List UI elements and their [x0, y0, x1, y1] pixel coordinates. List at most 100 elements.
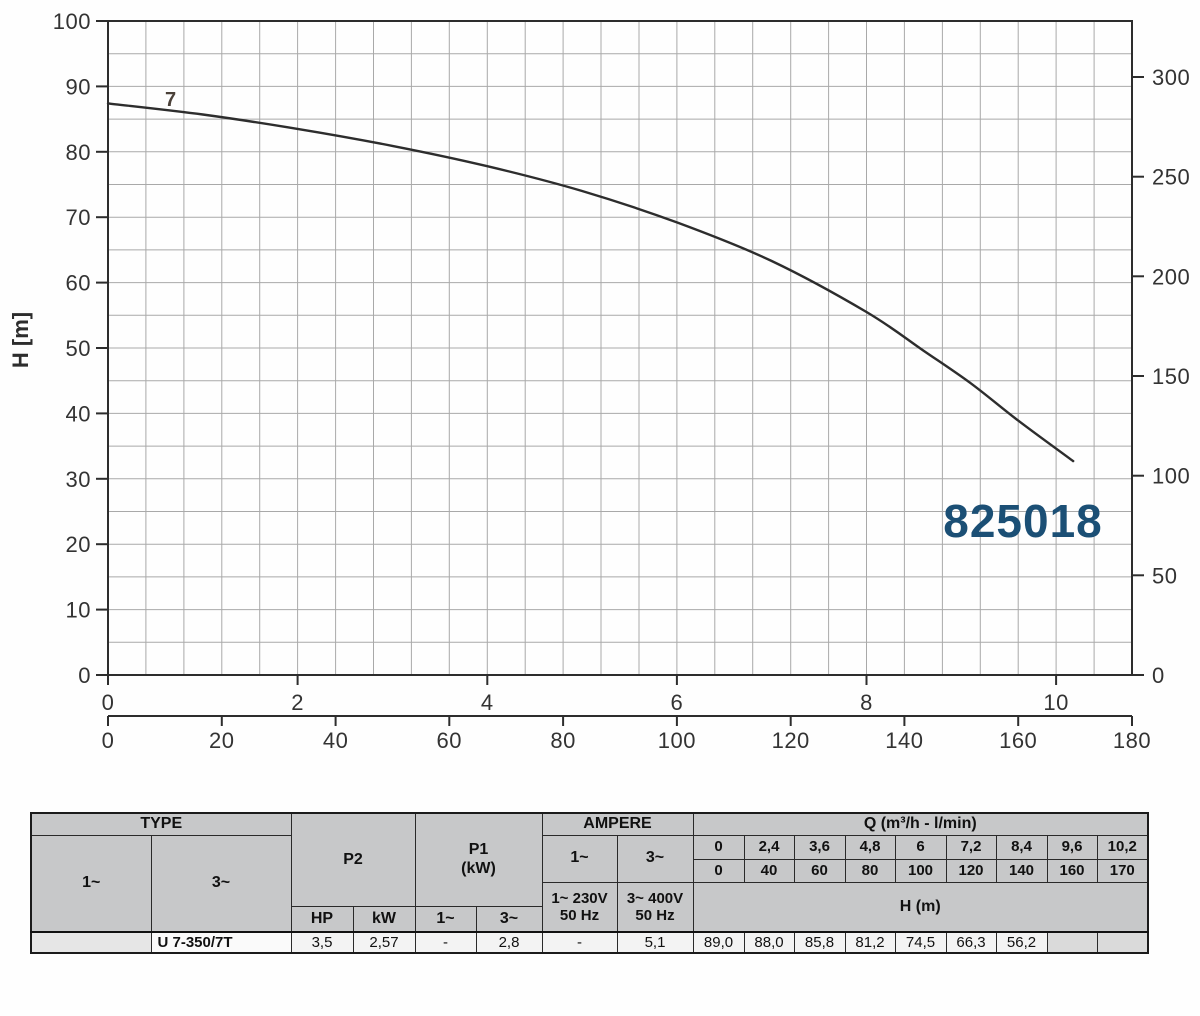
svg-text:180: 180: [1113, 728, 1151, 753]
q-lmin-value: 140: [995, 858, 1048, 883]
svg-text:0: 0: [1152, 663, 1165, 688]
svg-text:160: 160: [999, 728, 1037, 753]
row-type-phase1: [30, 931, 152, 954]
ampere-phase3-voltage: 3~ 400V 50 Hz: [616, 881, 694, 933]
table-header-ampere: AMPERE: [541, 812, 694, 836]
q-lmin-value: 100: [894, 858, 947, 883]
table-header-type: TYPE: [30, 812, 292, 836]
svg-text:20: 20: [66, 532, 91, 557]
svg-text:100: 100: [53, 9, 91, 34]
row-h-value: 88,0: [743, 931, 795, 954]
ampere-phase1-voltage: 1~ 230V 50 Hz: [541, 881, 618, 933]
svg-text:90: 90: [66, 74, 91, 99]
svg-text:0: 0: [78, 663, 91, 688]
pump-curve-chart: 100 90 80 70 60 50 40 30 20 10 0 H [m] 300 250 200 150 1…: [8, 9, 1190, 753]
curve-label: 7: [165, 89, 176, 111]
p1-phase1-header: 1~: [414, 905, 477, 933]
ampere-phase1-voltage-line2: 50 Hz: [559, 906, 600, 924]
svg-text:100: 100: [658, 728, 696, 753]
row-h-value: 66,3: [945, 931, 997, 954]
p1-phase3-header: 3~: [475, 905, 543, 933]
q-m3h-value: 2,4: [743, 834, 795, 860]
ampere-phase1-header: 1~: [541, 834, 618, 883]
svg-text:40: 40: [323, 728, 348, 753]
table-row: U 7-350/7T 3,5 2,57 - 2,8 - 5,1 89,0 88,…: [30, 931, 1149, 954]
row-p2-kw: 2,57: [352, 931, 416, 954]
x-axis-lmin: 0 20 40 60 80 100 120 140 160 180: [102, 715, 1151, 753]
part-number: 825018: [943, 495, 1103, 547]
q-lmin-value: 0: [692, 858, 745, 883]
q-m3h-value: 8,4: [995, 834, 1048, 860]
q-m3h-value: 6: [894, 834, 947, 860]
row-h-value: 56,2: [995, 931, 1048, 954]
svg-text:40: 40: [66, 401, 91, 426]
row-h-value-empty: [1096, 931, 1149, 954]
svg-text:50: 50: [1152, 563, 1177, 588]
table-header-p1: P1 (kW): [414, 812, 543, 907]
pump-curve: [106, 102, 1075, 463]
row-p2-hp: 3,5: [290, 931, 354, 954]
x-axis-m3h: 0 2 4 6 8 10: [102, 675, 1068, 715]
p1-label: P1: [468, 841, 489, 859]
svg-text:60: 60: [437, 728, 462, 753]
row-h-value: 81,2: [844, 931, 896, 954]
svg-text:150: 150: [1152, 364, 1190, 389]
q-m3h-value: 9,6: [1046, 834, 1098, 860]
q-m3h-value: 4,8: [844, 834, 896, 860]
p1-unit-label: (kW): [461, 859, 496, 877]
q-m3h-value: 10,2: [1096, 834, 1149, 860]
svg-text:30: 30: [66, 467, 91, 492]
ampere-phase3-voltage-line1: 3~ 400V: [626, 889, 684, 907]
svg-text:10: 10: [66, 598, 91, 623]
svg-text:6: 6: [671, 690, 684, 715]
ampere-phase3-header: 3~: [616, 834, 694, 883]
q-lmin-value: 40: [743, 858, 795, 883]
chart-grid: [108, 21, 1132, 675]
table-header-p2: P2: [290, 812, 416, 907]
svg-text:80: 80: [66, 140, 91, 165]
svg-text:4: 4: [481, 690, 494, 715]
q-m3h-value: 3,6: [793, 834, 846, 860]
svg-text:0: 0: [102, 728, 115, 753]
svg-text:140: 140: [885, 728, 923, 753]
pump-data-table: TYPE P2 P1 (kW) AMPERE Q (m³/h - l/min) …: [30, 812, 1149, 954]
row-model: U 7-350/7T: [150, 931, 292, 954]
y-axis-title: H [m]: [8, 312, 33, 368]
svg-text:300: 300: [1152, 65, 1190, 90]
row-p1-phase1: -: [414, 931, 477, 954]
q-m3h-value: 7,2: [945, 834, 997, 860]
p2-hp-header: HP: [290, 905, 354, 933]
table-header-q: Q (m³/h - l/min): [692, 812, 1149, 836]
svg-text:250: 250: [1152, 165, 1190, 190]
svg-text:0: 0: [102, 690, 115, 715]
ampere-phase1-voltage-line1: 1~ 230V: [551, 889, 608, 907]
svg-text:50: 50: [66, 336, 91, 361]
q-lmin-value: 80: [844, 858, 896, 883]
table-header-h: H (m): [692, 881, 1149, 933]
y-axis-right: 300 250 200 150 100 50 0: [1132, 65, 1190, 688]
type-phase1-header: 1~: [30, 834, 152, 933]
q-lmin-value: 170: [1096, 858, 1149, 883]
svg-text:8: 8: [860, 690, 873, 715]
q-lmin-value: 160: [1046, 858, 1098, 883]
svg-text:200: 200: [1152, 264, 1190, 289]
q-m3h-value: 0: [692, 834, 745, 860]
row-h-value: 85,8: [793, 931, 846, 954]
row-h-value: 74,5: [894, 931, 947, 954]
svg-text:60: 60: [66, 271, 91, 296]
row-ampere-phase3: 5,1: [616, 931, 694, 954]
svg-text:2: 2: [291, 690, 304, 715]
type-phase3-header: 3~: [150, 834, 292, 933]
row-h-value-empty: [1046, 931, 1098, 954]
q-lmin-value: 60: [793, 858, 846, 883]
svg-text:80: 80: [550, 728, 575, 753]
svg-text:10: 10: [1043, 690, 1068, 715]
svg-text:100: 100: [1152, 464, 1190, 489]
p2-kw-header: kW: [352, 905, 416, 933]
row-ampere-phase1: -: [541, 931, 618, 954]
svg-text:120: 120: [772, 728, 810, 753]
row-h-value: 89,0: [692, 931, 745, 954]
